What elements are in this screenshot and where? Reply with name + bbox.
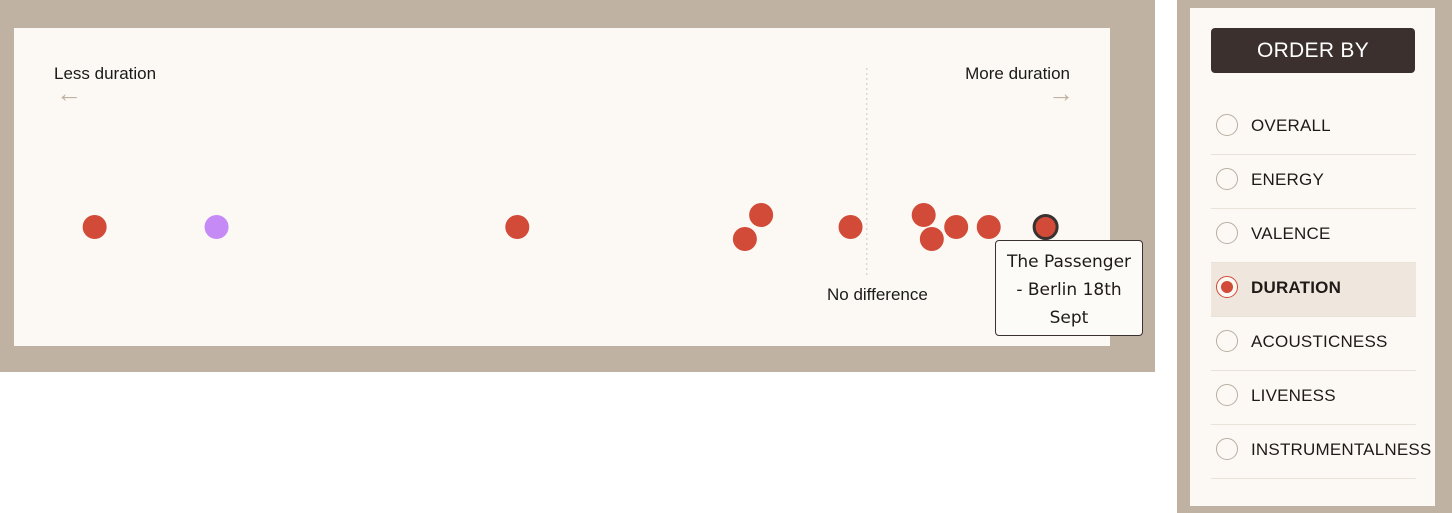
order-option-label: DURATION [1251, 278, 1342, 297]
radio-button[interactable] [1216, 168, 1238, 190]
scatter-chart [82, 68, 1059, 278]
order-by-title: ORDER BY [1211, 28, 1415, 73]
arrow-left-icon: ← [56, 78, 82, 108]
data-point[interactable] [944, 215, 969, 239]
order-option-label: LIVENESS [1251, 386, 1336, 405]
point-tooltip: The Passenger - Berlin 18th Sept [995, 240, 1143, 336]
selected-point[interactable] [1032, 214, 1059, 240]
order-option-duration[interactable]: DURATION [1211, 263, 1416, 317]
more-duration-label: More duration [965, 64, 1070, 83]
order-option-instrumentalness[interactable]: INSTRUMENTALNESS [1211, 425, 1431, 479]
no-difference-label: No difference [827, 285, 928, 304]
data-point[interactable] [749, 203, 774, 227]
order-option-overall[interactable]: OVERALL [1211, 101, 1416, 155]
order-option-label: ACOUSTICNESS [1251, 332, 1388, 351]
data-point[interactable] [204, 215, 229, 239]
radio-button[interactable] [1216, 384, 1238, 406]
order-option-valence[interactable]: VALENCE [1211, 209, 1416, 263]
arrow-right-icon: → [1048, 78, 1074, 108]
order-option-label: VALENCE [1251, 224, 1331, 243]
radio-button[interactable] [1216, 114, 1238, 136]
order-option-label: INSTRUMENTALNESS [1251, 440, 1432, 459]
order-option-energy[interactable]: ENERGY [1211, 155, 1416, 209]
order-option-liveness[interactable]: LIVENESS [1211, 371, 1416, 425]
less-duration-label: Less duration [54, 64, 157, 83]
chart-frame: Less duration ← More duration → No diffe… [0, 0, 1155, 372]
order-option-label: ENERGY [1251, 170, 1324, 189]
order-option-acousticness[interactable]: ACOUSTICNESS [1211, 317, 1416, 371]
radio-button[interactable] [1216, 330, 1238, 352]
data-point[interactable] [976, 215, 1001, 239]
points-group [82, 203, 1059, 251]
order-option-label: OVERALL [1251, 116, 1331, 135]
chart-card: Less duration ← More duration → No diffe… [14, 28, 1143, 346]
data-point[interactable] [838, 215, 863, 239]
order-by-panel: ORDER BY OVERALL ENERGY VALENCE DURATION ACO… [1190, 8, 1435, 506]
data-point[interactable] [732, 227, 757, 251]
data-point[interactable] [505, 215, 530, 239]
radio-button[interactable] [1216, 276, 1238, 298]
data-point[interactable] [919, 227, 944, 251]
radio-button[interactable] [1216, 438, 1238, 460]
data-point[interactable] [911, 203, 936, 227]
data-point[interactable] [82, 215, 107, 239]
radio-selected-dot [1221, 281, 1233, 293]
radio-button[interactable] [1216, 222, 1238, 244]
